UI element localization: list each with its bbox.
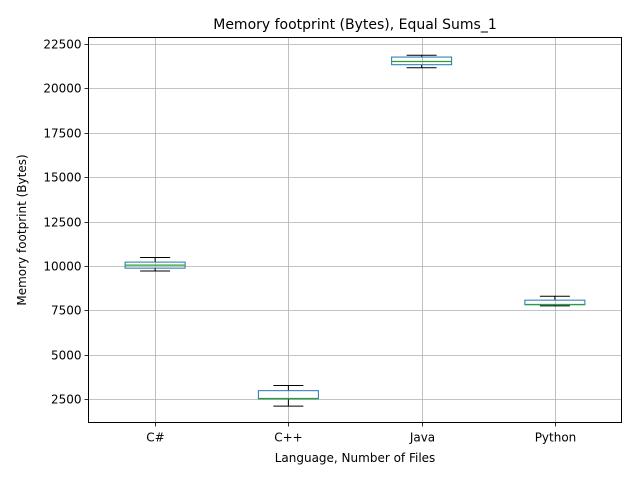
box-python — [524, 295, 586, 307]
y-tick-label: 22500 — [43, 38, 81, 52]
box-java — [391, 54, 453, 69]
x-axis-label: Language, Number of Files — [275, 451, 436, 465]
y-tick-label: 5000 — [51, 349, 82, 363]
box-csharp — [124, 256, 186, 272]
boxes — [124, 54, 586, 407]
axis-ticks: 2500 5000 7500 10000 12500 15000 17500 20000 225… — [43, 38, 576, 445]
grid-lines — [88, 37, 622, 423]
y-tick-label: 15000 — [43, 171, 81, 185]
x-tick-label: C++ — [274, 431, 303, 445]
y-tick-label: 7500 — [51, 304, 82, 318]
chart-title: Memory footprint (Bytes), Equal Sums_1 — [213, 17, 497, 33]
y-tick-label: 2500 — [51, 393, 82, 407]
x-tick-label: Java — [409, 431, 435, 445]
x-tick-label: Python — [535, 431, 577, 445]
y-axis-label: Memory footprint (Bytes) — [15, 154, 29, 305]
y-tick-label: 17500 — [43, 127, 81, 141]
y-tick-label: 10000 — [43, 260, 81, 274]
y-tick-label: 20000 — [43, 82, 81, 96]
box-iqr — [391, 56, 453, 66]
x-tick-label: C# — [146, 431, 164, 445]
y-tick-label: 12500 — [43, 216, 81, 230]
box-cplusplus — [257, 385, 319, 407]
plot-frame — [88, 37, 622, 423]
